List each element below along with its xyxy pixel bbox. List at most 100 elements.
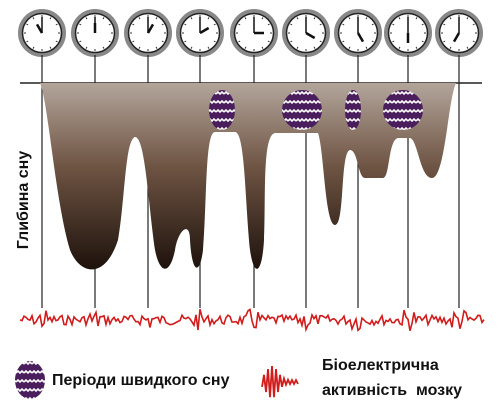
- clock-tick: [267, 23, 270, 26]
- clock-rim: [233, 12, 275, 54]
- clock-tick: [79, 40, 82, 43]
- clock-tick: [319, 23, 322, 26]
- clock-tick: [449, 17, 452, 20]
- clock-rim: [337, 12, 379, 54]
- clock-tick: [290, 40, 293, 43]
- clock-rim: [179, 12, 221, 54]
- rem-period: [345, 90, 361, 130]
- clock-tick: [85, 17, 88, 20]
- clock-rim: [74, 12, 116, 54]
- clock-tick: [421, 40, 424, 43]
- clock-tick: [348, 17, 351, 20]
- clock-tick: [108, 40, 111, 43]
- clock: [124, 9, 172, 57]
- hour-hand: [199, 26, 210, 35]
- clock-tick: [132, 23, 135, 26]
- clock-tick: [472, 40, 475, 43]
- hour-hand: [356, 32, 365, 43]
- clock-tick: [184, 40, 187, 43]
- clock: [435, 9, 483, 57]
- rem-period: [383, 90, 423, 130]
- clock: [176, 9, 224, 57]
- clock-tick: [421, 23, 424, 26]
- clock-tick: [261, 46, 264, 49]
- clock-tick: [365, 17, 368, 20]
- clock-tick: [161, 40, 164, 43]
- legend-eeg: Біоелектрична: [322, 357, 439, 374]
- clock-tick: [261, 17, 264, 20]
- clock-tick: [415, 46, 418, 49]
- legend-rem-icon: [15, 361, 45, 399]
- clock-tick: [26, 23, 29, 26]
- clock-tick: [26, 40, 29, 43]
- clock-tick: [296, 17, 299, 20]
- clock-tick: [348, 46, 351, 49]
- hour-hand: [35, 23, 44, 34]
- clock-tick: [466, 17, 469, 20]
- eeg-trace: [19, 308, 485, 333]
- clock-tick: [49, 17, 52, 20]
- axis-label: Глибина сну: [15, 151, 32, 250]
- legend-eeg-icon: [261, 365, 299, 398]
- clock-tick: [49, 46, 52, 49]
- clock: [230, 9, 278, 57]
- clock-tick: [155, 17, 158, 20]
- clock-tick: [398, 46, 401, 49]
- clock-rim: [438, 12, 480, 54]
- clock-tick: [55, 40, 58, 43]
- clock-tick: [207, 17, 210, 20]
- clock-tick: [190, 46, 193, 49]
- clock-tick: [102, 46, 105, 49]
- clock-tick: [313, 17, 316, 20]
- clock-tick: [415, 17, 418, 20]
- clocks: [18, 9, 483, 57]
- clock-tick: [371, 23, 374, 26]
- clock-tick: [371, 40, 374, 43]
- hour-hand: [452, 32, 461, 43]
- clock: [18, 9, 66, 57]
- clock-tick: [238, 40, 241, 43]
- clock-tick: [365, 46, 368, 49]
- rem-period: [282, 90, 322, 130]
- clock-tick: [466, 46, 469, 49]
- clock-tick: [472, 23, 475, 26]
- clock: [71, 9, 119, 57]
- clock-tick: [244, 17, 247, 20]
- clock-tick: [32, 17, 35, 20]
- clock-rim: [387, 12, 429, 54]
- clock-tick: [32, 46, 35, 49]
- legend-rem: Періоди швидкого сну: [52, 372, 230, 389]
- clock-tick: [296, 46, 299, 49]
- rem-period: [209, 90, 235, 130]
- legend-eeg: активність мозку: [322, 382, 462, 399]
- clock-tick: [342, 40, 345, 43]
- clock: [282, 9, 330, 57]
- clock-tick: [190, 17, 193, 20]
- clock-tick: [85, 46, 88, 49]
- clock-tick: [213, 40, 216, 43]
- clock-rim: [127, 12, 169, 54]
- clock-tick: [161, 23, 164, 26]
- clock-tick: [132, 40, 135, 43]
- clock-tick: [155, 46, 158, 49]
- clock-tick: [213, 23, 216, 26]
- clock: [384, 9, 432, 57]
- clock-tick: [319, 40, 322, 43]
- clock-tick: [55, 23, 58, 26]
- clock-tick: [184, 23, 187, 26]
- clock-tick: [108, 23, 111, 26]
- clock-tick: [443, 23, 446, 26]
- clock-tick: [238, 23, 241, 26]
- clock-tick: [244, 46, 247, 49]
- clock-tick: [138, 46, 141, 49]
- clock-tick: [392, 40, 395, 43]
- clock-tick: [138, 17, 141, 20]
- clock-rim: [21, 12, 63, 54]
- clock-tick: [443, 40, 446, 43]
- clock-tick: [313, 46, 316, 49]
- clock-tick: [79, 23, 82, 26]
- clock-tick: [267, 40, 270, 43]
- hour-hand: [305, 31, 316, 40]
- clock-tick: [342, 23, 345, 26]
